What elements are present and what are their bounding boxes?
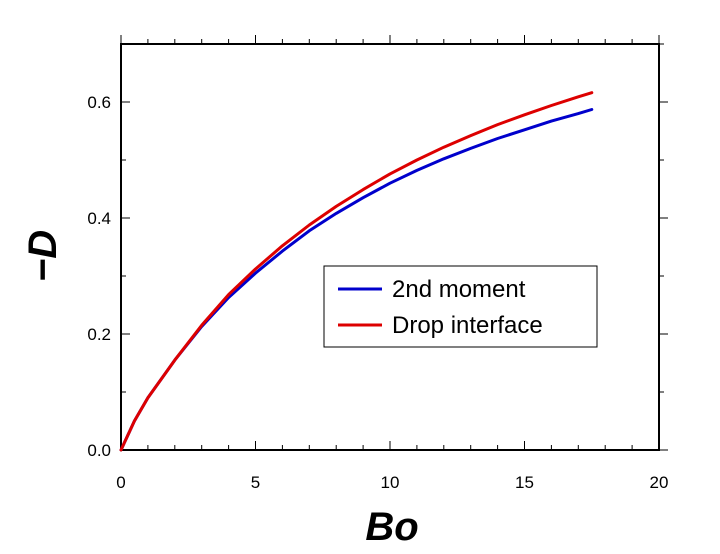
legend-label-drop-interface: Drop interface <box>392 312 543 339</box>
x-axis-title: Bo <box>365 505 418 549</box>
plot-frame <box>120 43 660 451</box>
axis-tick-labels: 0 5 10 15 20 0.0 0.2 0.4 0.6 <box>87 93 668 492</box>
x-tick-label: 15 <box>515 473 534 492</box>
y-tick-label: 0.0 <box>87 441 111 460</box>
x-tick-label: 0 <box>116 473 125 492</box>
y-tick-label: 0.2 <box>87 325 111 344</box>
y-axis-title: −D <box>21 230 65 282</box>
x-tick-label: 5 <box>251 473 260 492</box>
y-tick-label: 0.4 <box>87 209 111 228</box>
y-tick-label: 0.6 <box>87 93 111 112</box>
axis-ticks <box>120 35 668 451</box>
x-tick-label: 20 <box>650 473 669 492</box>
legend-label-2nd-moment: 2nd moment <box>392 276 526 303</box>
legend: 2nd moment Drop interface <box>323 265 598 348</box>
legend-box <box>323 265 598 348</box>
x-tick-label: 10 <box>381 473 400 492</box>
series-layer <box>119 91 594 452</box>
series-line-drop-interface <box>119 91 594 452</box>
